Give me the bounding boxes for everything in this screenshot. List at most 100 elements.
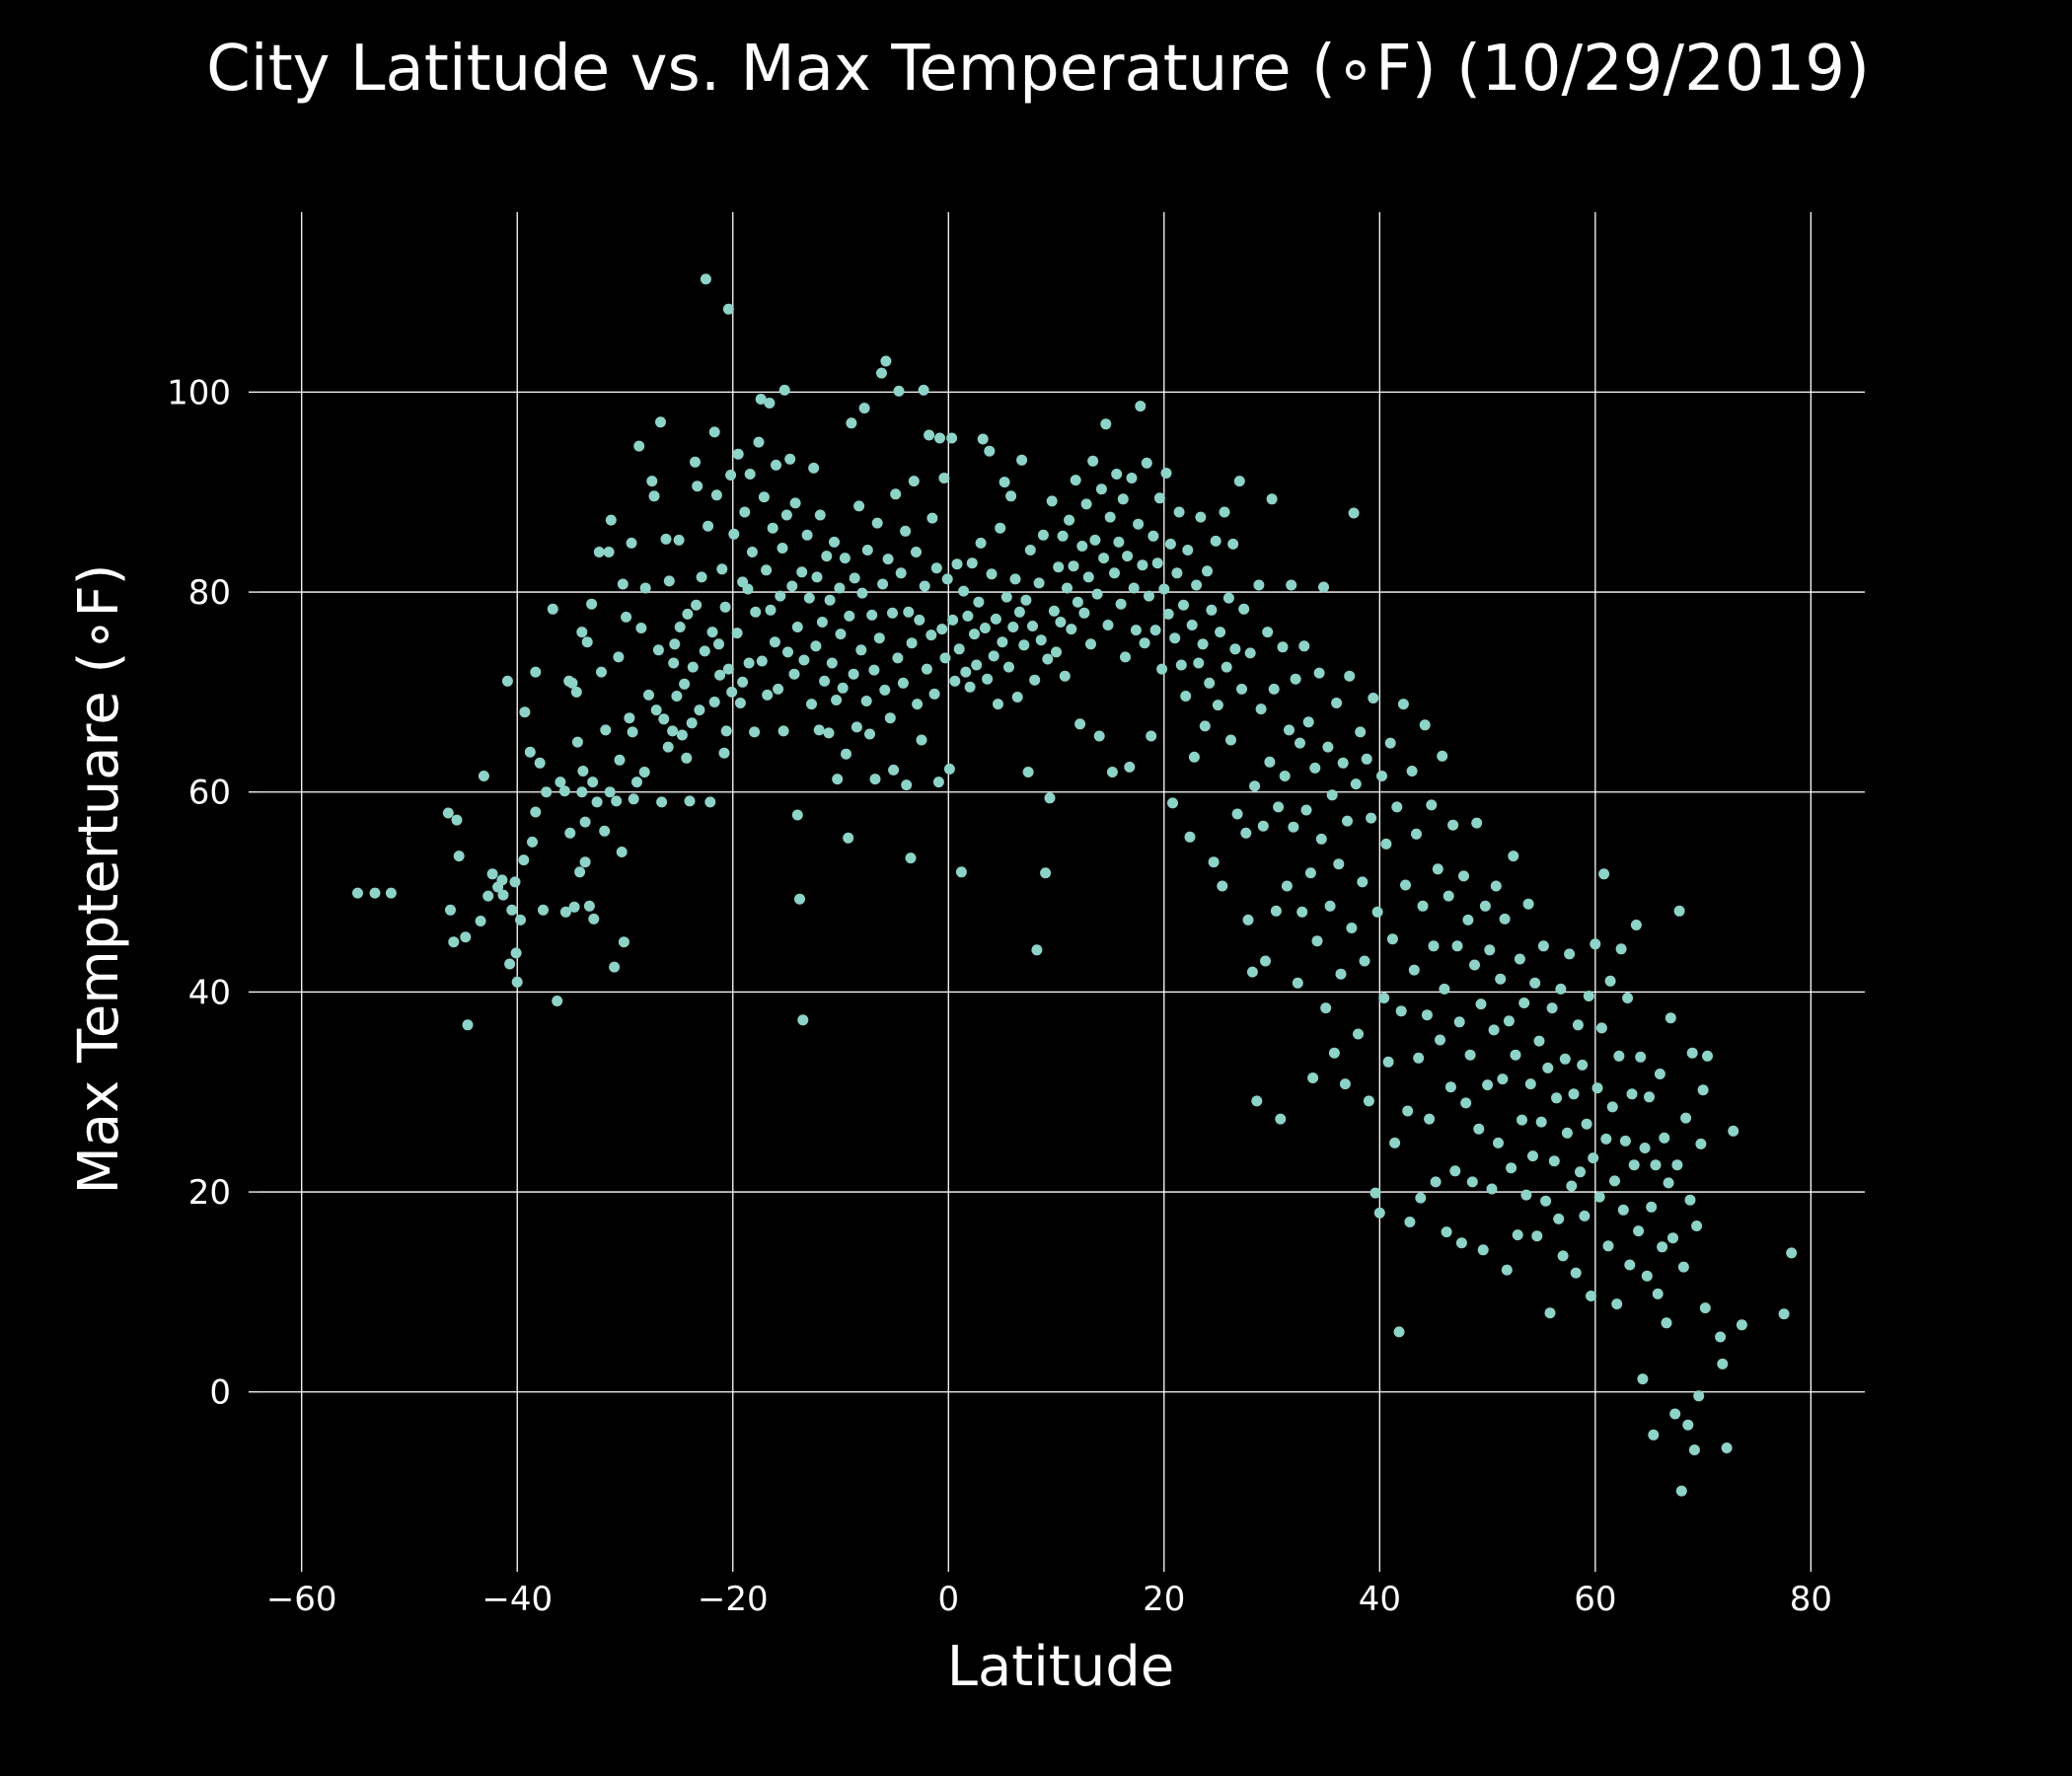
scatter-point: [930, 562, 942, 574]
scatter-point: [527, 836, 538, 848]
scatter-point: [1022, 767, 1034, 777]
scatter-point: [1328, 1047, 1340, 1059]
scatter-point: [853, 500, 865, 512]
scatter-point: [518, 854, 530, 866]
scatter-point: [1048, 605, 1060, 617]
scatter-point: [1447, 819, 1459, 831]
scatter-point: [808, 462, 820, 474]
scatter-point: [1197, 638, 1209, 650]
scatter-point: [1451, 940, 1463, 952]
scatter-point: [1669, 1408, 1681, 1420]
scatter-point: [694, 704, 705, 716]
scatter-point: [624, 712, 635, 724]
scatter-point: [1581, 1118, 1592, 1130]
scatter-point: [1402, 1105, 1414, 1117]
x-axis-label: Latitude: [947, 1635, 1174, 1699]
scatter-point: [1046, 495, 1058, 507]
scatter-point: [734, 698, 746, 708]
y-tick-label: 100: [167, 373, 231, 412]
scatter-point: [1141, 457, 1152, 469]
scatter-point: [699, 645, 710, 657]
scatter-point: [1590, 938, 1601, 950]
scatter-point: [1382, 1056, 1394, 1068]
scatter-point: [1335, 968, 1347, 980]
scatter-point: [887, 607, 898, 619]
scatter-point: [621, 611, 632, 623]
scatter-point: [906, 637, 918, 649]
scatter-point: [843, 832, 854, 844]
scatter-point: [932, 777, 944, 788]
scatter-point: [369, 887, 381, 899]
scatter-point: [916, 734, 927, 746]
scatter-point: [1102, 620, 1114, 630]
scatter-point: [462, 1019, 474, 1031]
scatter-point: [1657, 1241, 1668, 1253]
scatter-point: [1663, 1177, 1674, 1189]
scatter-point: [1273, 801, 1285, 813]
scatter-point: [669, 638, 681, 650]
scatter-point: [1533, 1035, 1545, 1047]
scatter-point: [704, 796, 716, 808]
scatter-point: [947, 614, 959, 626]
scatter-point: [1249, 780, 1261, 792]
scatter-point: [1473, 1123, 1485, 1135]
scatter-point: [591, 796, 603, 808]
scatter-point: [722, 663, 734, 675]
scatter-point: [1195, 511, 1207, 523]
scatter-point: [1180, 691, 1192, 702]
scatter-point: [1378, 993, 1390, 1003]
scatter-point: [756, 655, 768, 667]
scatter-point: [1257, 820, 1269, 832]
scatter-point: [1009, 573, 1021, 585]
scatter-point: [1089, 534, 1101, 546]
scatter-point: [1506, 1162, 1517, 1174]
scatter-point: [732, 448, 744, 460]
scatter-point: [676, 729, 688, 741]
scatter-point: [1537, 940, 1549, 952]
scatter-point: [1654, 1069, 1665, 1079]
scatter-point: [1284, 724, 1295, 736]
scatter-point: [1186, 620, 1198, 630]
scatter-point: [893, 385, 905, 397]
scatter-point: [1324, 900, 1336, 912]
scatter-point: [1715, 1331, 1727, 1343]
scatter-point: [1346, 923, 1358, 933]
scatter-point: [1339, 1078, 1351, 1090]
scatter-point: [538, 904, 549, 916]
scatter-point: [1005, 490, 1017, 502]
scatter-point: [1693, 1390, 1705, 1402]
scatter-point: [1395, 1005, 1407, 1017]
scatter-point: [1244, 647, 1256, 659]
scatter-point: [1484, 944, 1496, 956]
scatter-point: [864, 728, 875, 740]
scatter-point: [1191, 579, 1203, 591]
scatter-point: [626, 537, 637, 549]
scatter-point: [1633, 1225, 1645, 1237]
scatter-point: [1315, 833, 1327, 845]
scatter-point: [1368, 693, 1379, 703]
scatter-point: [1371, 906, 1383, 918]
scatter-point: [1477, 1244, 1489, 1256]
scatter-point: [905, 852, 917, 864]
scatter-point: [1490, 880, 1502, 892]
scatter-point: [581, 636, 593, 648]
scatter-point: [1393, 1326, 1405, 1338]
scatter-point: [1311, 935, 1323, 947]
scatter-point: [897, 677, 909, 689]
scatter-point: [939, 652, 951, 664]
scatter-point: [1495, 973, 1507, 985]
scatter-point: [662, 741, 674, 753]
scatter-point: [1137, 559, 1148, 571]
scatter-point: [648, 490, 660, 502]
scatter-point: [1000, 591, 1012, 603]
scatter-point: [1435, 1034, 1445, 1046]
scatter-point: [771, 459, 781, 471]
scatter-point: [826, 657, 838, 669]
scatter-point: [764, 398, 776, 408]
scatter-point: [524, 746, 536, 758]
scatter-point: [1156, 663, 1168, 675]
scatter-point: [720, 725, 732, 737]
scatter-point: [352, 887, 363, 899]
